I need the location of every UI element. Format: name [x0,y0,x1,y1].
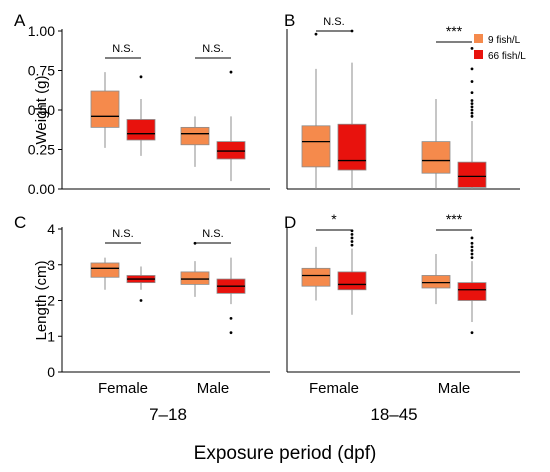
box-male-high [457,46,487,189]
box-male-high [457,236,487,335]
significance-label: *** [446,211,463,227]
x-category-label: Female [98,380,148,397]
box-male-low [180,241,210,297]
outlier-point [229,316,233,320]
y-tick-label: 1.00 [28,23,55,39]
box-female-low [90,72,120,148]
outlier-point [470,67,474,71]
significance-label: * [331,211,337,227]
outlier-point [470,256,474,259]
outlier-point [229,331,233,335]
legend-item: 9 fish/L [474,34,521,46]
box-male-high [216,70,246,182]
outlier-point [470,245,474,249]
outlier-point [139,75,143,79]
box-male-high [216,257,246,335]
y-tick-label: 0.50 [28,102,55,118]
outlier-point [470,108,474,112]
legend-item: 66 fish/L [474,50,526,62]
period-label: 7–18 [149,405,187,424]
outlier-point [470,252,474,256]
significance-label: N.S. [202,228,223,240]
box-female-high [126,75,156,156]
outlier-point [350,236,354,240]
box-iqr [457,161,487,188]
y-tick-label: 2 [47,293,55,309]
period-label: 18–45 [370,405,417,424]
outlier-point [470,46,474,50]
y-tick-label: 1 [47,328,55,344]
outlier-point [470,331,474,335]
outlier-point [350,232,354,236]
panel-letter: D [284,213,296,232]
legend-label: 9 fish/L [488,35,521,46]
y-tick-label: 3 [47,257,55,273]
box-iqr [126,119,156,141]
outlier-point [470,236,474,240]
panel-b: B N.S. *** [284,11,520,190]
y-tick-label: 0.00 [28,181,55,197]
panel-a: A 0.00 0.25 0.50 0.75 1.00 Weight (g) N.S. N.S. [14,11,270,197]
box-iqr [180,271,210,285]
y-axis-label: Weight (g) [33,76,50,145]
box-iqr [301,125,331,168]
box-female-high [337,29,367,189]
y-tick-label: 0.25 [28,142,55,158]
outlier-point [470,91,474,95]
panel-c: C 0 1 2 3 4 Length (cm) N.S. N.S. Female Male [14,213,270,397]
outlier-point [470,249,474,252]
box-female-high [126,266,156,302]
panel-letter: C [14,213,26,232]
y-tick-label: 4 [47,221,55,237]
box-iqr [337,123,367,171]
outlier-point [229,70,233,74]
x-category-label: Female [309,380,359,397]
significance-label: N.S. [202,43,223,55]
panel-letter: A [14,11,26,30]
significance-label: N.S. [323,16,344,28]
outlier-point [350,240,354,243]
x-category-label: Male [197,380,230,397]
box-iqr [216,141,246,160]
panel-d: D * ***Female Male [284,211,520,397]
box-iqr [180,126,210,146]
box-iqr [337,271,367,291]
box-iqr [301,267,331,287]
outlier-point [470,80,474,83]
outlier-point [470,111,474,115]
box-iqr [457,282,487,301]
outlier-point [470,241,474,245]
outlier-point [470,99,474,102]
box-female-high [337,229,367,315]
box-female-low [301,32,331,189]
box-male-low [180,116,210,167]
box-iqr [90,90,120,128]
y-tick-label: 0.75 [28,63,55,79]
y-axis-label: Length (cm) [33,260,50,340]
box-female-low [301,246,331,301]
box-iqr [421,141,451,174]
box-male-low [421,98,451,189]
x-axis-title: Exposure period (dpf) [194,443,377,464]
box-female-low [90,257,120,290]
significance-label: N.S. [112,43,133,55]
significance-label: N.S. [112,228,133,240]
y-tick-label: 0 [47,364,55,380]
legend-swatch [474,34,483,43]
outlier-point [139,299,143,302]
outlier-point [314,32,318,36]
outlier-point [470,114,474,118]
outlier-point [470,105,474,109]
box-male-low [421,254,451,305]
legend-swatch [474,50,483,59]
significance-label: *** [446,23,463,39]
x-category-label: Male [438,380,471,397]
box-iqr [421,275,451,289]
box-iqr [90,262,120,278]
panel-letter: B [284,11,295,30]
outlier-point [350,243,354,247]
outlier-point [470,102,474,106]
legend-label: 66 fish/L [488,51,526,62]
